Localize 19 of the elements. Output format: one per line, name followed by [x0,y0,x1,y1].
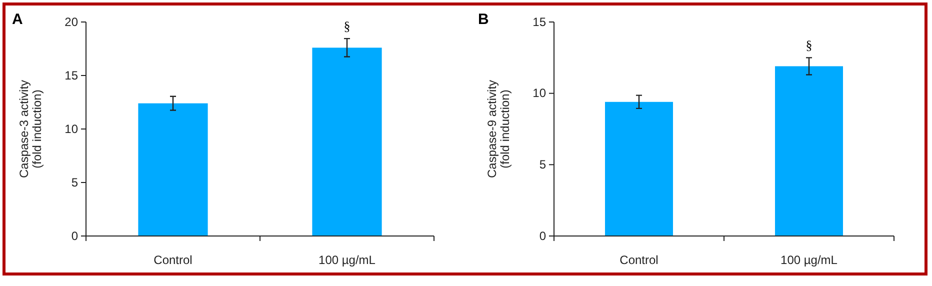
y-axis-title: Caspase-3 activity (fold induction) [17,80,44,178]
x-tick-label: Control [620,253,658,267]
y-tick-label: 20 [64,14,78,29]
y-tick-label: 10 [532,86,546,100]
annotation: § [344,18,350,34]
y-tick-label: 15 [532,14,546,29]
y-tick-label: 15 [64,68,78,82]
y-tick-label: 5 [539,158,546,172]
x-tick-label: Control [154,253,192,267]
x-tick-label: 100 µg/mL [318,253,376,267]
y-tick-label: 5 [71,175,78,190]
chart-title: B [478,11,489,28]
y-axis-title: Caspase-9 activity (fold induction) [485,80,512,178]
y-tick-label: 10 [64,122,78,136]
x-tick-label: 100 µg/mL [780,253,838,267]
y-tick-label: 0 [71,228,78,243]
annotation: § [806,38,812,53]
y-tick-label: 0 [539,228,546,243]
chart-title: A [12,11,23,28]
